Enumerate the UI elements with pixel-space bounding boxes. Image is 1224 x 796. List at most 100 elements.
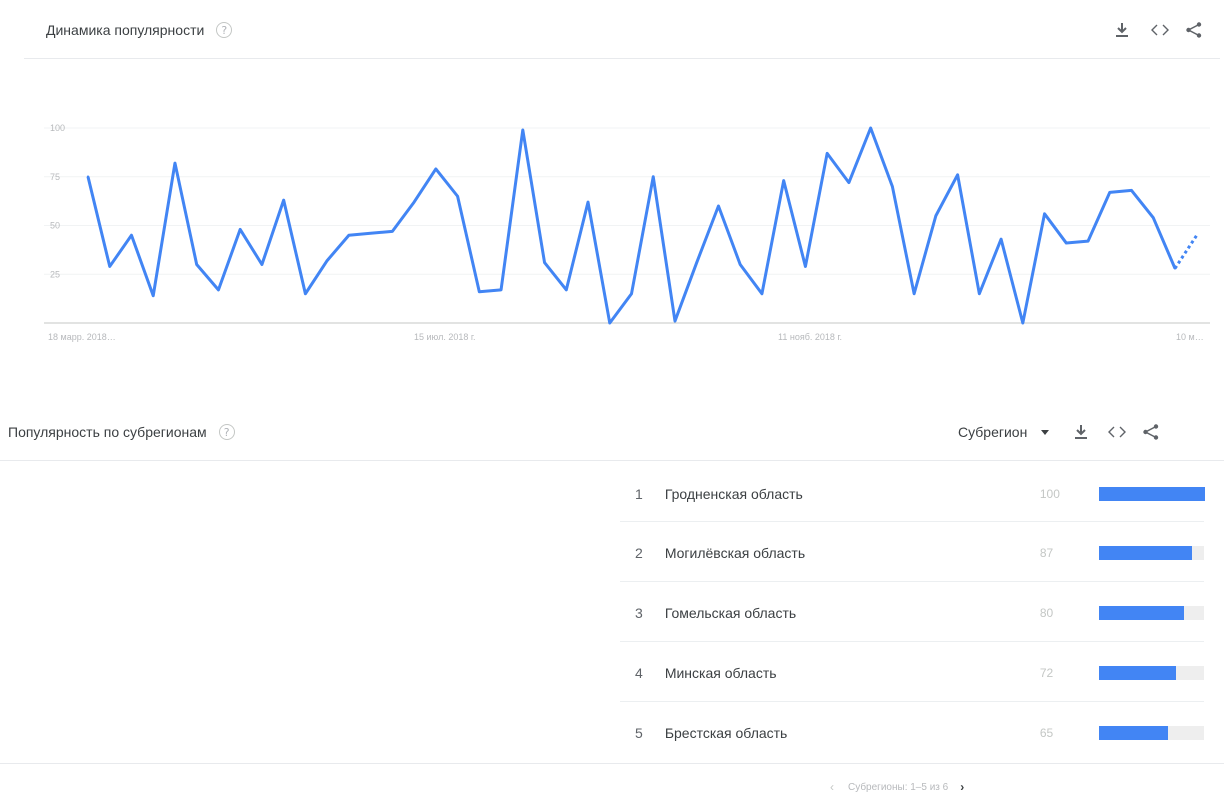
rank: 2 (635, 545, 643, 561)
dropdown-label: Субрегион (958, 424, 1028, 440)
data-point (717, 204, 720, 208)
projected-segment (1173, 234, 1198, 270)
chevron-right-icon[interactable]: › (960, 780, 965, 794)
interest-actions (1112, 20, 1204, 40)
data-point (456, 195, 459, 198)
region-value: 87 (1039, 546, 1054, 560)
data-point (1086, 239, 1090, 243)
data-point (912, 292, 916, 295)
subregion-header: Популярность по субрегионам ? Субрегион (0, 418, 1224, 446)
help-icon[interactable]: ? (216, 22, 233, 38)
data-point (478, 290, 481, 293)
bar-fill (1099, 487, 1206, 501)
data-point (760, 292, 764, 295)
data-point (630, 292, 633, 295)
list-item[interactable]: 2 Могилёвская область 87 (620, 523, 1204, 583)
data-point (804, 265, 807, 268)
data-point (999, 237, 1003, 241)
bar-track (1099, 726, 1204, 740)
row-divider (620, 521, 1204, 522)
bar-fill (1099, 606, 1185, 620)
bar-fill (1099, 666, 1176, 680)
data-point (217, 288, 220, 292)
y-tick-label: 100 (50, 123, 65, 133)
interest-divider (24, 58, 1220, 59)
data-point (543, 261, 546, 264)
embed-icon[interactable] (1107, 422, 1127, 442)
data-point (521, 128, 524, 132)
subregion-divider (0, 460, 1224, 461)
region-name[interactable]: Гомельская область (664, 605, 797, 621)
embed-icon[interactable] (1150, 20, 1170, 40)
data-point (695, 261, 698, 264)
data-point (1173, 267, 1177, 270)
y-tick-label: 25 (50, 269, 60, 279)
data-point (412, 200, 416, 204)
data-point (673, 319, 677, 323)
data-point (108, 265, 111, 268)
data-point (825, 152, 829, 155)
bar-track (1099, 606, 1204, 620)
data-point (739, 263, 742, 266)
share-icon[interactable] (1141, 422, 1161, 442)
bar-fill (1099, 546, 1192, 560)
region-value: 100 (1039, 487, 1060, 501)
data-point (934, 214, 938, 217)
subregion-actions: Субрегион (958, 422, 1161, 442)
region-name[interactable]: Могилёвская область (664, 545, 806, 561)
subregion-dropdown[interactable]: Субрегион (958, 424, 1050, 440)
data-point (1043, 212, 1046, 215)
data-point (130, 234, 133, 237)
list-item[interactable]: 1 Гродненская область 100 (620, 464, 1206, 524)
region-value: 72 (1039, 666, 1054, 680)
data-point (238, 228, 242, 231)
share-icon[interactable] (1184, 20, 1204, 40)
list-bottom-divider (0, 763, 1224, 764)
rank: 3 (635, 605, 643, 621)
list-item[interactable]: 4 Минская область 72 (620, 643, 1204, 703)
region-name[interactable]: Минская область (664, 665, 777, 681)
bar-fill (1099, 726, 1169, 740)
rank: 4 (635, 665, 643, 681)
rank: 5 (635, 725, 643, 741)
data-point (434, 167, 438, 171)
list-item[interactable]: 5 Брестская область 65 (620, 703, 1204, 763)
chevron-down-icon (1041, 429, 1050, 435)
data-point (652, 175, 655, 178)
data-point (152, 294, 155, 297)
data-point (847, 181, 851, 184)
data-point (608, 321, 611, 325)
data-point (978, 292, 981, 295)
data-point (891, 185, 894, 188)
bar-track (1099, 666, 1204, 680)
chevron-left-icon[interactable]: ‹ (830, 780, 834, 794)
x-tick-label: 11 нояб. 2018 г. (778, 332, 842, 342)
download-icon[interactable] (1071, 422, 1091, 442)
data-point (173, 161, 177, 165)
interest-title: Динамика популярности (46, 22, 205, 38)
x-tick-label: 18 марр. 2018… (48, 332, 116, 342)
data-point (1065, 241, 1068, 245)
data-point (260, 263, 264, 266)
data-point (282, 198, 285, 202)
data-point (369, 232, 372, 235)
interest-header: Динамика популярности ? (0, 18, 1224, 42)
region-value: 80 (1039, 606, 1054, 620)
bar-track (1099, 546, 1204, 560)
data-point (1130, 189, 1133, 192)
pagination-text: Субрегионы: 1–5 из 6 (848, 781, 949, 793)
data-point (565, 288, 568, 292)
x-tick-label: 10 м… (1176, 332, 1204, 342)
data-point (304, 292, 307, 295)
subregion-title: Популярность по субрегионам (8, 424, 207, 440)
download-icon[interactable] (1112, 20, 1132, 40)
region-name[interactable]: Гродненская область (664, 486, 803, 502)
rank: 1 (635, 486, 643, 502)
data-point (1152, 216, 1155, 219)
region-name[interactable]: Брестская область (664, 725, 788, 741)
data-point (1108, 191, 1111, 194)
interest-chart: 100 75 50 25 18 марр. 2018… 15 июл. 2018 г. 11… (44, 123, 1210, 342)
list-item[interactable]: 3 Гомельская область 80 (620, 583, 1204, 643)
data-point (195, 263, 198, 266)
help-icon[interactable]: ? (218, 424, 235, 440)
